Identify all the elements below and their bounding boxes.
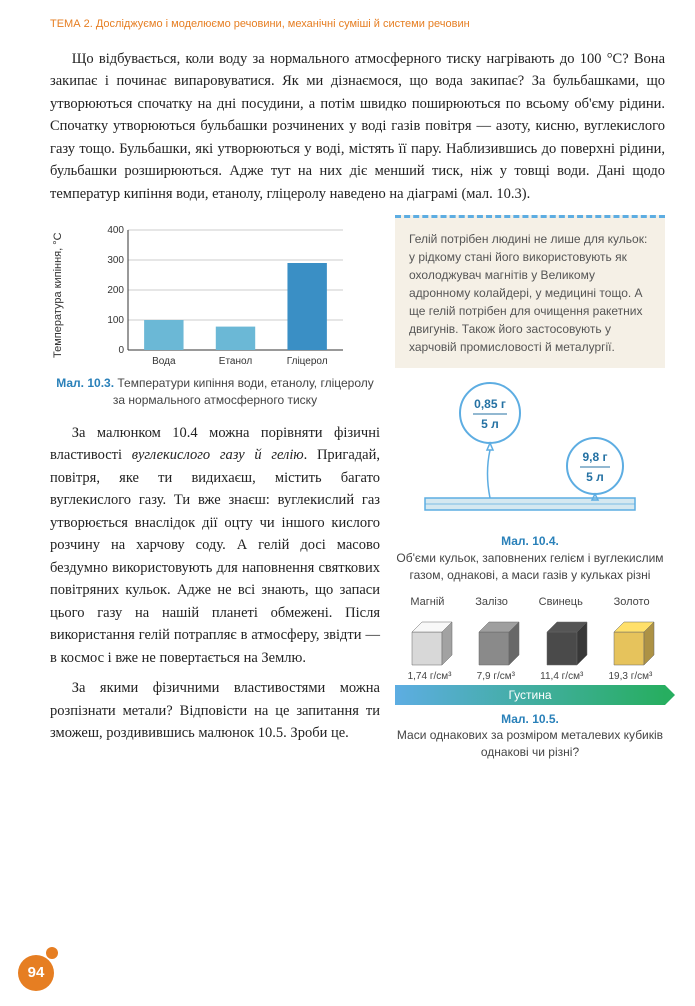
svg-text:Вода: Вода [152,356,176,367]
svg-text:Гліцерол: Гліцерол [287,356,328,367]
density-arrow: Густина [395,685,665,705]
svg-text:400: 400 [107,225,124,236]
cube [471,617,521,667]
svg-text:0: 0 [118,345,124,356]
figure-10-4: 0,85 г 5 л 9,8 г 5 л [395,378,665,528]
page-header: ТЕМА 2. Досліджуємо і моделюємо речовини… [0,0,695,38]
chart-10-3: Температура кипіння, °С 0 100 200 300 400 Вод… [50,220,380,409]
svg-text:5 л: 5 л [481,417,499,431]
page-number: 94 [18,955,54,991]
paragraph-3: За якими фізичними властивостями можна р… [50,669,380,744]
svg-text:200: 200 [107,285,124,296]
cube [539,617,589,667]
figure-10-4-caption: Мал. 10.4. Об'єми кульок, заповнених гел… [395,533,665,583]
y-axis-label: Температура кипіння, °С [50,220,66,370]
figure-10-5-caption: Мал. 10.5. Маси однакових за розміром ме… [395,711,665,761]
bar-chart-svg: 0 100 200 300 400 Вода Етанол Гліцерол [66,220,380,370]
cube-density: 7,9 г/см³ [477,671,515,682]
figure-10-5: Магній Залізо Свинець Золото 1,74 г/см³ 7,9 … [395,596,665,761]
paragraph-1: Що відбувається, коли воду за нормальног… [0,38,695,215]
cube-density: 1,74 г/см³ [408,671,452,682]
cube-density: 11,4 г/см³ [540,671,583,682]
cube-label: Магній [410,596,444,608]
cube [606,617,656,667]
svg-text:Етанол: Етанол [219,356,253,367]
svg-text:5 л: 5 л [586,470,604,484]
cube-label: Золото [614,596,650,608]
svg-text:0,85 г: 0,85 г [474,397,506,411]
cube-label: Залізо [475,596,508,608]
cube-density: 19,3 г/см³ [608,671,652,682]
svg-text:100: 100 [107,315,124,326]
info-box-helium: Гелій потрібен людині не лише для кульок… [395,215,665,368]
cube [404,617,454,667]
svg-text:9,8 г: 9,8 г [582,450,607,464]
svg-text:300: 300 [107,255,124,266]
paragraph-2: За малюнком 10.4 можна порівняти фізичні… [50,414,380,669]
chart-caption: Мал. 10.3. Температури кипіння води, ета… [50,375,380,409]
cube-label: Свинець [539,596,583,608]
